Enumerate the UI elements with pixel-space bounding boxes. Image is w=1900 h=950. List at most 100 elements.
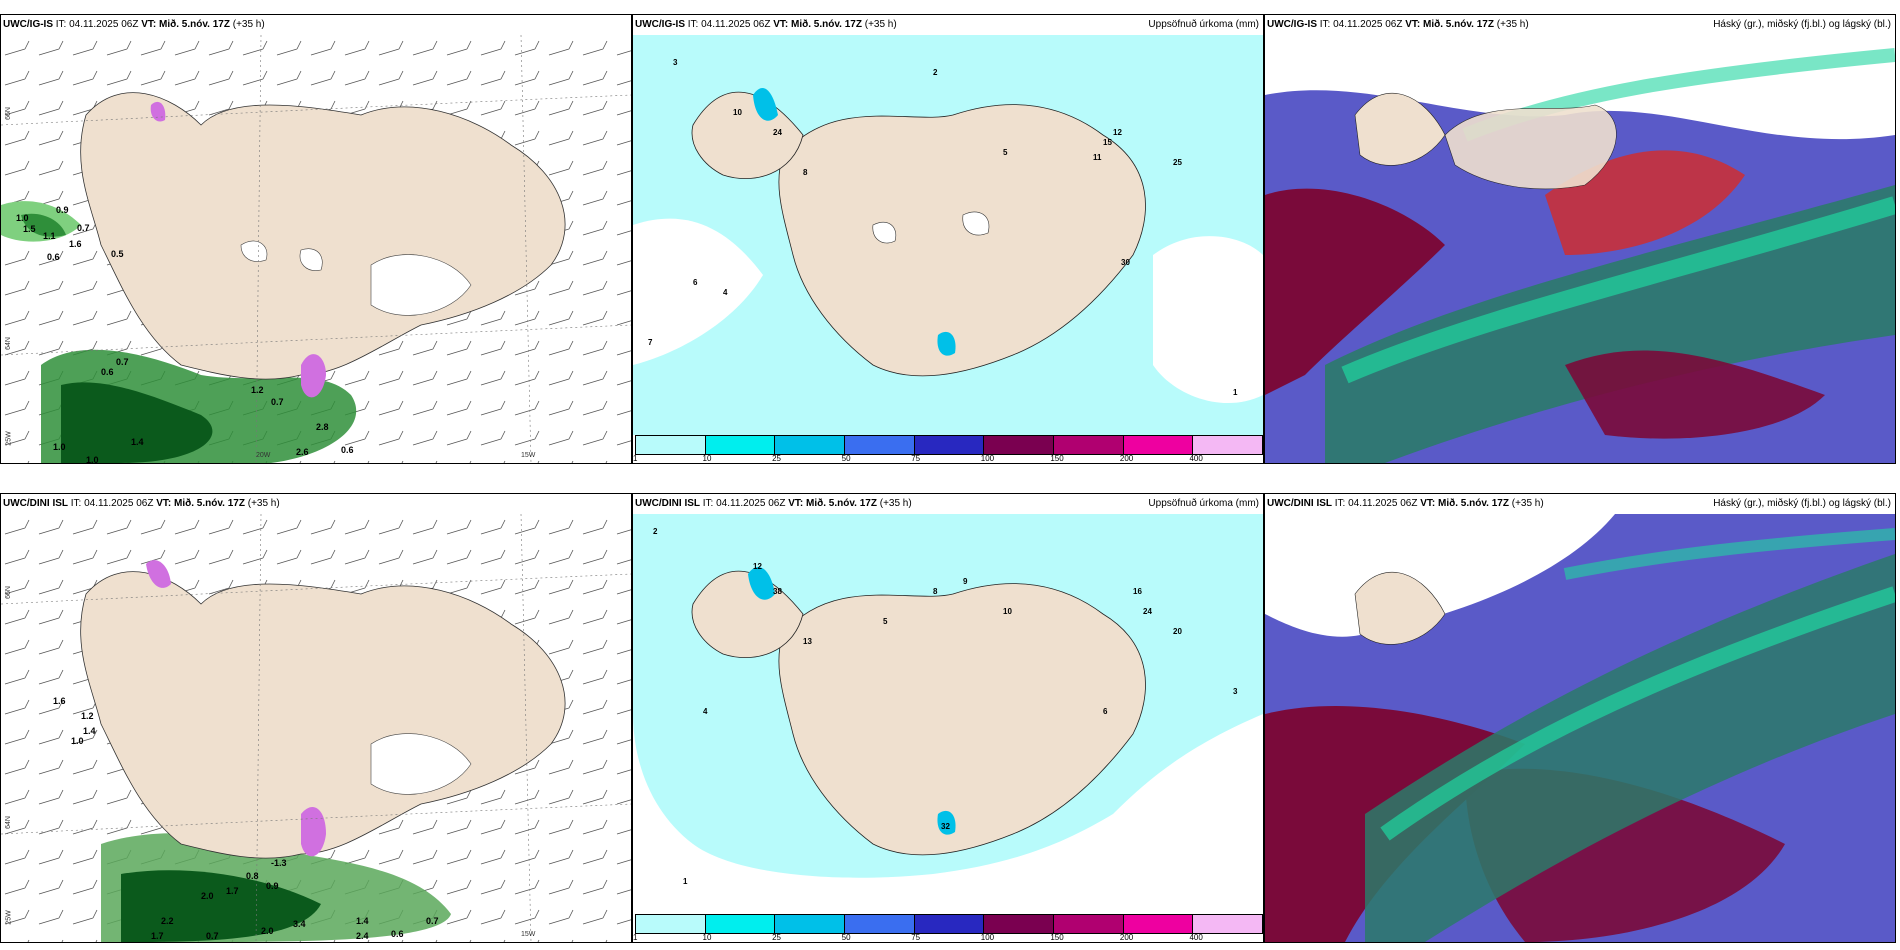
- precip-label: 0.7: [116, 357, 129, 367]
- colorbar-swatch: [1193, 915, 1263, 933]
- cloud-panel-dini: UWC/DINI ISL IT: 04.11.2025 06Z VT: Mið.…: [1264, 493, 1896, 943]
- panel-title: UWC/IG-IS IT: 04.11.2025 06Z VT: Mið. 5.…: [635, 19, 897, 30]
- precip-label: 0.6: [341, 445, 354, 455]
- accum-label: 38: [773, 587, 782, 596]
- colorbar-swatch: [1193, 436, 1263, 454]
- precip-label: 1.4: [356, 916, 369, 926]
- wind-precip-panel-dini: UWC/DINI ISL IT: 04.11.2025 06Z VT: Mið.…: [0, 493, 632, 943]
- accum-label: 30: [1121, 258, 1130, 267]
- cloud-map: [1265, 35, 1895, 463]
- colorbar-swatch: [914, 915, 985, 933]
- accum-label: 1: [1233, 388, 1238, 397]
- precip-label: 1.2: [251, 385, 264, 395]
- colorbar-swatch: [636, 436, 706, 454]
- accum-label: 6: [1103, 707, 1108, 716]
- colorbar: [635, 435, 1263, 455]
- precip-label: 1.7: [226, 886, 239, 896]
- colorbar-tick: 200: [1119, 933, 1134, 942]
- colorbar-swatch: [984, 915, 1055, 933]
- lon-label: 15W: [521, 452, 536, 459]
- colorbar-ticks: 1 10 25 50 75 100 150 200 400: [633, 454, 1263, 463]
- precip-label: 2.6: [296, 447, 309, 457]
- colorbar-swatch: [1054, 915, 1124, 933]
- panel-right-title: Háský (gr.), miðský (fj.bl.) og lágský (…: [1713, 498, 1891, 509]
- accum-label: 9: [963, 577, 968, 586]
- colorbar-tick: 10: [702, 454, 712, 463]
- lat-label: 66N: [4, 586, 12, 599]
- precip-label: 0.7: [77, 223, 90, 233]
- colorbar-ticks: 1 10 25 50 75 100 150 200 400: [633, 933, 1263, 942]
- colorbar-swatch: [775, 915, 846, 933]
- precip-label: 0.5: [111, 249, 124, 259]
- accum-label: 2: [933, 68, 938, 77]
- accum-label: 8: [933, 587, 938, 596]
- accum-label: 12: [753, 562, 762, 571]
- accum-label: 32: [941, 822, 950, 831]
- accum-precip-map: 2 12 38 13 20 24 16 10 9 8 5 6 4 3 32 1: [633, 514, 1263, 914]
- precip-label: 1.0: [53, 442, 66, 452]
- panel-title: UWC/IG-IS IT: 04.11.2025 06Z VT: Mið. 5.…: [1267, 19, 1529, 30]
- lat-label: 64N: [4, 337, 12, 350]
- precip-label: 1.6: [53, 696, 66, 706]
- precip-label: 0.9: [56, 205, 69, 215]
- colorbar-tick: 1: [633, 933, 638, 942]
- colorbar-tick: 200: [1119, 454, 1134, 463]
- precip-label: 0.6: [47, 252, 60, 262]
- colorbar-swatch: [914, 436, 985, 454]
- precip-label: 1.5: [23, 224, 36, 234]
- accum-label: 20: [1173, 627, 1182, 636]
- wind-precip-map: 1.0 0.9 1.5 1.1 0.6 0.7 0.5 1.6 0.6 0.7 …: [1, 35, 631, 463]
- accum-precip-panel-dini: UWC/DINI ISL IT: 04.11.2025 06Z VT: Mið.…: [632, 493, 1264, 943]
- accum-label: 11: [1093, 153, 1102, 162]
- accum-label: 5: [883, 617, 888, 626]
- precip-label: 1.0: [71, 736, 84, 746]
- wind-precip-panel-ig: UWC/IG-IS IT: 04.11.2025 06Z VT: Mið. 5.…: [0, 14, 632, 464]
- cloud-panel-ig: UWC/IG-IS IT: 04.11.2025 06Z VT: Mið. 5.…: [1264, 14, 1896, 464]
- accum-precip-panel-ig: UWC/IG-IS IT: 04.11.2025 06Z VT: Mið. 5.…: [632, 14, 1264, 464]
- colorbar-tick: 100: [980, 933, 995, 942]
- colorbar-swatch: [705, 436, 776, 454]
- accum-label: 10: [733, 108, 742, 117]
- panel-title: UWC/DINI ISL IT: 04.11.2025 06Z VT: Mið.…: [635, 498, 912, 509]
- accum-label: 25: [1173, 158, 1182, 167]
- accum-label: 4: [703, 707, 708, 716]
- panel-title: UWC/IG-IS IT: 04.11.2025 06Z VT: Mið. 5.…: [3, 19, 265, 30]
- precip-label: 0.9: [266, 881, 279, 891]
- precip-label: 1.2: [81, 711, 94, 721]
- colorbar-tick: 150: [1050, 933, 1064, 942]
- accum-label: 16: [1133, 587, 1142, 596]
- colorbar-tick: 150: [1050, 454, 1064, 463]
- accum-label: 10: [1003, 607, 1012, 616]
- colorbar-swatch: [984, 436, 1055, 454]
- precip-label: 0.7: [426, 916, 439, 926]
- colorbar-tick: 400: [1189, 454, 1203, 463]
- colorbar-swatch: [775, 436, 846, 454]
- accum-label: 8: [803, 168, 808, 177]
- precip-label: 0.6: [101, 367, 114, 377]
- lat-label: 66N: [4, 107, 12, 120]
- cloud-map: [1265, 514, 1895, 942]
- colorbar-swatch: [705, 915, 776, 933]
- accum-label: 1: [683, 877, 688, 886]
- lon-label: 15W: [521, 931, 536, 938]
- accum-label: 15: [1103, 138, 1112, 147]
- wind-precip-map: 1.6 1.2 1.4 1.0 0.8 0.9 -1.3 2.0 1.7 2.2…: [1, 514, 631, 942]
- panel-title: UWC/DINI ISL IT: 04.11.2025 06Z VT: Mið.…: [1267, 498, 1544, 509]
- precip-label: 0.7: [206, 931, 219, 941]
- lon-label: 25W: [5, 431, 13, 446]
- colorbar-swatch: [1123, 436, 1194, 454]
- accum-label: 3: [1233, 687, 1238, 696]
- panel-right-title: Uppsöfnuð úrkoma (mm): [1148, 498, 1259, 509]
- accum-label: 4: [723, 288, 728, 297]
- panel-title: UWC/DINI ISL IT: 04.11.2025 06Z VT: Mið.…: [3, 498, 280, 509]
- precip-label: 0.8: [246, 871, 259, 881]
- colorbar-tick: 10: [702, 933, 712, 942]
- colorbar-tick: 100: [980, 454, 995, 463]
- accum-label: 13: [803, 637, 812, 646]
- precip-label: 1.4: [131, 437, 144, 447]
- precip-label: 1.6: [69, 239, 82, 249]
- accum-label: 7: [648, 338, 653, 347]
- precip-label: 2.0: [261, 926, 274, 936]
- panel-right-title: Háský (gr.), miðský (fj.bl.) og lágský (…: [1713, 19, 1891, 30]
- accum-label: 2: [653, 527, 658, 536]
